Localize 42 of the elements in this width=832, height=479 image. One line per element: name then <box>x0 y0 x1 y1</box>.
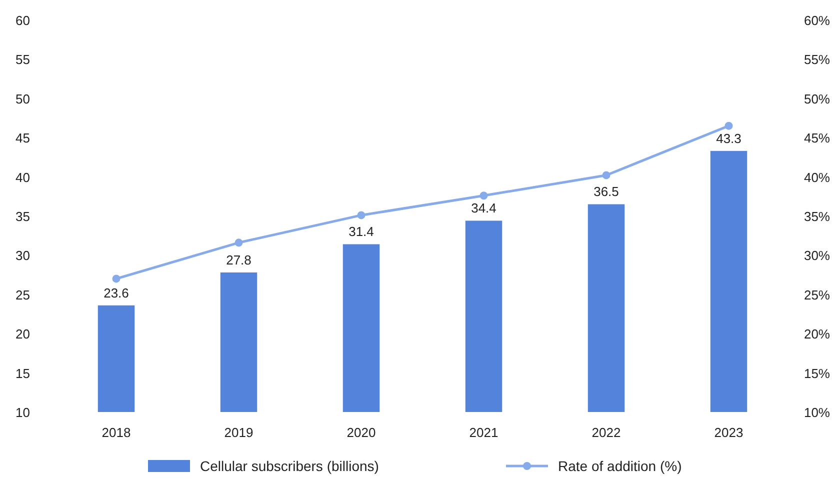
y-tick-label: 60 <box>16 13 30 28</box>
y2-tick-label: 15% <box>804 366 830 381</box>
point <box>112 274 120 283</box>
y-tick-label: 55 <box>16 52 30 68</box>
x-tick-label: 2022 <box>592 425 621 440</box>
point <box>480 192 488 200</box>
y2-tick-label: 45% <box>804 130 830 146</box>
data-label: 27.8 <box>226 252 252 268</box>
data-label: 43.3 <box>716 130 742 146</box>
point <box>234 238 243 247</box>
y2-tick-label: 25% <box>804 287 830 302</box>
point <box>357 211 366 220</box>
y-tick-label: 10 <box>16 405 30 420</box>
legend-label: Cellular subscribers (billions) <box>200 458 379 474</box>
y2-tick-label: 35% <box>804 209 830 224</box>
x-tick-label: 2023 <box>714 425 744 440</box>
x-tick-label: 2020 <box>346 425 376 440</box>
y-tick-label: 15 <box>16 366 30 381</box>
y-tick-label: 20 <box>16 326 30 342</box>
y2-tick-label: 10% <box>804 405 830 420</box>
y-tick-label: 45 <box>16 130 30 146</box>
y2-tick-label: 60% <box>804 13 830 28</box>
x-tick-label: 2021 <box>469 425 498 440</box>
legend-label: Rate of addition (%) <box>558 458 682 474</box>
y2-tick-label: 40% <box>804 170 830 185</box>
y2-tick-label: 20% <box>804 326 830 342</box>
y2-tick-label: 55% <box>804 52 830 68</box>
y-tick-label: 25 <box>16 287 30 302</box>
point <box>724 122 733 130</box>
y-tick-label: 40 <box>16 170 30 185</box>
y-tick-label: 50 <box>16 91 30 106</box>
data-label: 31.4 <box>348 224 374 240</box>
data-label: 34.4 <box>471 200 496 216</box>
y2-tick-label: 30% <box>804 248 830 264</box>
x-tick-label: 2018 <box>102 425 131 440</box>
y-tick-label: 30 <box>16 248 30 264</box>
x-tick-label: 2019 <box>224 425 254 440</box>
y2-tick-label: 50% <box>804 91 830 106</box>
y-tick-label: 35 <box>16 209 30 224</box>
data-label: 23.6 <box>104 285 129 300</box>
data-label: 36.5 <box>594 184 619 200</box>
point <box>602 171 610 180</box>
